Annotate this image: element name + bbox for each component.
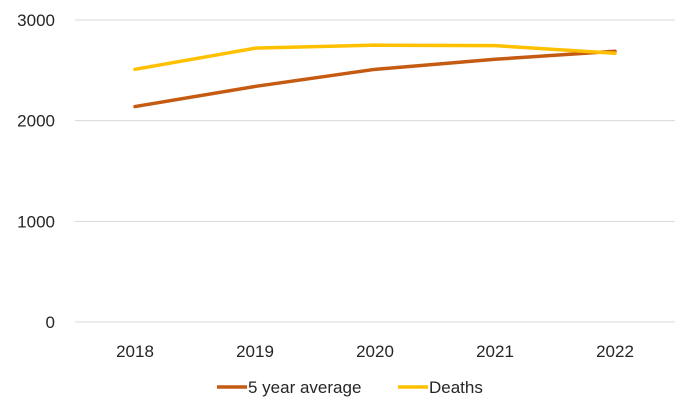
x-tick-label: 2018 <box>116 342 154 361</box>
y-tick-label: 3000 <box>17 11 55 30</box>
data-point-deaths <box>493 44 497 47</box>
x-tick-label: 2021 <box>476 342 514 361</box>
y-tick-label: 1000 <box>17 212 55 231</box>
x-axis-tick-labels: 2018 2019 2020 2021 2022 <box>116 342 634 361</box>
legend-item-deaths: Deaths <box>398 378 483 397</box>
legend-label: 5 year average <box>248 378 361 397</box>
gridlines <box>75 19 675 323</box>
data-point-5-year-average <box>253 85 257 88</box>
data-point-5-year-average <box>373 68 377 71</box>
data-point-5-year-average <box>133 105 137 108</box>
legend-item-5-year-average: 5 year average <box>217 378 361 397</box>
legend: 5 year average Deaths <box>217 378 483 397</box>
y-tick-label: 2000 <box>17 112 55 131</box>
y-axis-tick-labels: 0 1000 2000 3000 <box>17 11 55 332</box>
y-tick-label: 0 <box>46 313 55 332</box>
data-point-deaths <box>133 68 137 71</box>
x-tick-label: 2022 <box>596 342 634 361</box>
data-point-deaths <box>253 46 257 50</box>
x-tick-label: 2019 <box>236 342 274 361</box>
data-point-5-year-average <box>493 58 497 61</box>
series-lines <box>133 43 617 109</box>
data-point-deaths <box>613 52 617 55</box>
x-tick-label: 2020 <box>356 342 394 361</box>
legend-label: Deaths <box>429 378 483 397</box>
series-line-5-year-average <box>133 49 617 109</box>
data-point-deaths <box>373 43 377 47</box>
